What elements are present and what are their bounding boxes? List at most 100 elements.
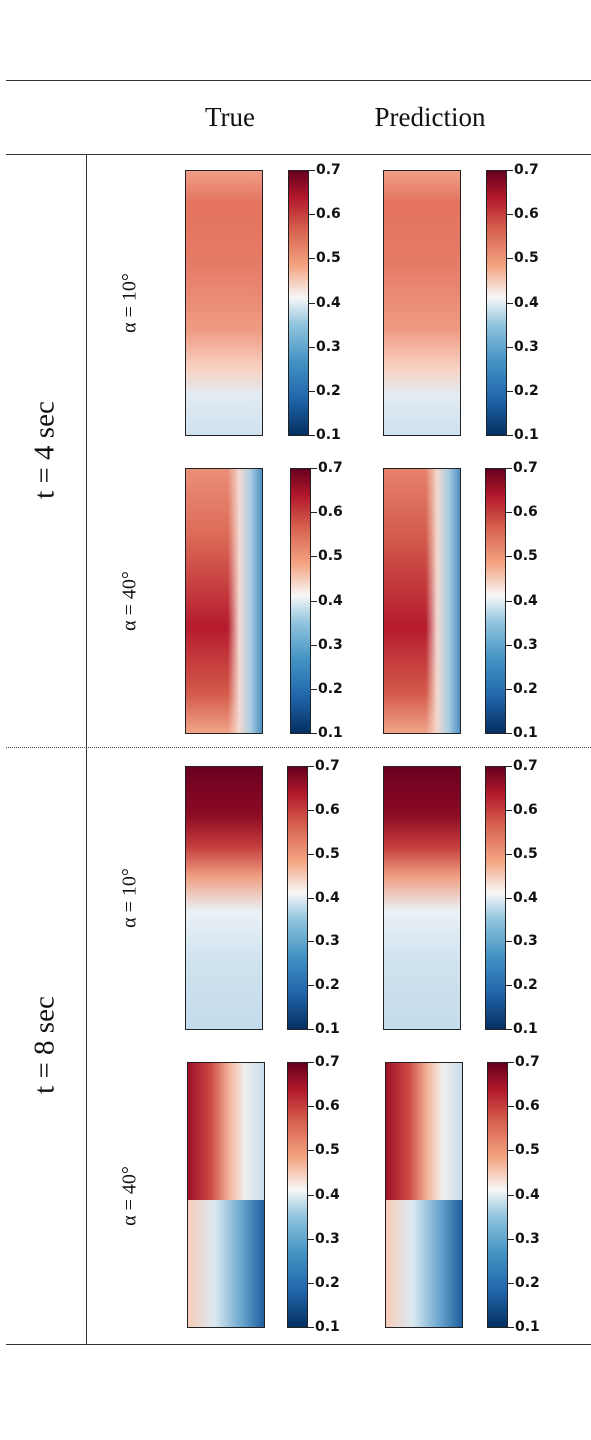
colorbar-tick bbox=[508, 1106, 514, 1108]
colorbar-tick bbox=[309, 258, 315, 260]
colorbar-tick bbox=[508, 1327, 514, 1328]
heatmap-true-t8-alpha40-lower bbox=[187, 1200, 265, 1328]
colorbar-tick-label: 0.7 bbox=[514, 162, 539, 178]
colorbar-tick bbox=[507, 214, 513, 216]
colorbar-tick-label: 0.6 bbox=[318, 504, 343, 521]
column-header-prediction: Prediction bbox=[374, 102, 486, 132]
row-divider-vertical bbox=[86, 154, 87, 1344]
colorbar-tick bbox=[309, 346, 315, 348]
colorbar-tick-label: 0.1 bbox=[513, 725, 538, 741]
colorbar-tick bbox=[311, 512, 317, 514]
heatmap-pred-t4-alpha40 bbox=[383, 468, 461, 734]
colorbar-tick bbox=[506, 468, 512, 469]
colorbar-tick-label: 0.3 bbox=[515, 1230, 540, 1247]
colorbar-tick-label: 0.2 bbox=[315, 1274, 340, 1291]
colorbar-tick bbox=[507, 302, 513, 304]
heatmap-pred-t4-alpha10 bbox=[383, 170, 461, 436]
colorbar-true-t4-alpha10 bbox=[288, 170, 309, 436]
colorbar-tick-label: 0.1 bbox=[514, 427, 539, 443]
colorbar-tick-label: 0.5 bbox=[318, 548, 343, 565]
angle-label-t4-10: α = 10° bbox=[118, 273, 141, 333]
colorbar-tick bbox=[309, 214, 315, 216]
heatmap-pred-t8-alpha10 bbox=[383, 766, 461, 1030]
colorbar-tick bbox=[311, 733, 317, 734]
colorbar-tick-label: 0.3 bbox=[318, 636, 343, 653]
colorbar-tick-label: 0.7 bbox=[315, 758, 340, 774]
colorbar-tick bbox=[308, 1029, 314, 1030]
colorbar-tick bbox=[506, 733, 512, 734]
colorbar-tick-label: 0.4 bbox=[315, 1186, 340, 1203]
colorbar-tick-label: 0.4 bbox=[515, 1186, 540, 1203]
colorbar-tick bbox=[308, 1062, 314, 1063]
colorbar-tick bbox=[308, 1150, 314, 1152]
colorbar-tick bbox=[309, 170, 315, 171]
colorbar-tick-label: 0.4 bbox=[513, 889, 538, 906]
colorbar-tick bbox=[308, 766, 314, 767]
colorbar-pred-t4-alpha10 bbox=[486, 170, 507, 436]
colorbar-tick-label: 0.6 bbox=[514, 206, 539, 223]
colorbar-tick bbox=[506, 985, 512, 987]
colorbar-pred-t8-alpha10 bbox=[485, 766, 506, 1030]
colorbar-tick bbox=[308, 1327, 314, 1328]
colorbar-tick-label: 0.5 bbox=[316, 250, 341, 267]
colorbar-true-t8-alpha40 bbox=[287, 1062, 308, 1328]
heatmap-true-t8-alpha10 bbox=[185, 766, 263, 1030]
colorbar-tick-label: 0.4 bbox=[318, 592, 343, 609]
bottom-rule bbox=[6, 1344, 591, 1345]
colorbar-tick bbox=[506, 556, 512, 558]
colorbar-tick bbox=[311, 556, 317, 558]
colorbar-tick-label: 0.5 bbox=[513, 845, 538, 862]
colorbar-tick bbox=[508, 1194, 514, 1196]
colorbar-true-t4-alpha40 bbox=[290, 468, 311, 734]
colorbar-tick bbox=[309, 302, 315, 304]
colorbar-tick-label: 0.3 bbox=[315, 1230, 340, 1247]
colorbar-tick-label: 0.6 bbox=[316, 206, 341, 223]
colorbar-tick-label: 0.7 bbox=[316, 162, 341, 178]
colorbar-pred-t4-alpha40 bbox=[485, 468, 506, 734]
colorbar-tick bbox=[308, 853, 314, 855]
colorbar-tick bbox=[311, 600, 317, 602]
colorbar-tick bbox=[506, 809, 512, 811]
colorbar-tick bbox=[308, 1106, 314, 1108]
colorbar-tick-label: 0.1 bbox=[315, 1021, 340, 1037]
heatmap-true-t4-alpha40 bbox=[185, 468, 263, 734]
colorbar-tick-label: 0.1 bbox=[318, 725, 343, 741]
colorbar-tick bbox=[308, 1238, 314, 1240]
colorbar-tick-label: 0.7 bbox=[515, 1054, 540, 1070]
colorbar-tick bbox=[309, 390, 315, 392]
colorbar-tick bbox=[308, 985, 314, 987]
colorbar-tick-label: 0.2 bbox=[316, 382, 341, 399]
colorbar-tick-label: 0.6 bbox=[513, 504, 538, 521]
time-separator bbox=[6, 747, 591, 748]
colorbar-tick-label: 0.5 bbox=[315, 845, 340, 862]
colorbar-tick-label: 0.1 bbox=[316, 427, 341, 443]
colorbar-tick-label: 0.3 bbox=[316, 338, 341, 355]
colorbar-tick-label: 0.2 bbox=[514, 382, 539, 399]
colorbar-tick bbox=[311, 688, 317, 690]
angle-label-t8-40: α = 40° bbox=[118, 1166, 141, 1226]
colorbar-tick-label: 0.2 bbox=[513, 680, 538, 697]
colorbar-tick-label: 0.7 bbox=[318, 460, 343, 476]
colorbar-tick bbox=[506, 600, 512, 602]
colorbar-tick bbox=[508, 1238, 514, 1240]
colorbar-tick bbox=[506, 897, 512, 899]
colorbar-tick-label: 0.5 bbox=[513, 548, 538, 565]
colorbar-tick bbox=[507, 170, 513, 171]
colorbar-tick-label: 0.2 bbox=[515, 1274, 540, 1291]
colorbar-tick bbox=[309, 435, 315, 436]
column-header-true: True bbox=[204, 102, 256, 132]
colorbar-tick bbox=[308, 941, 314, 943]
time-label-8sec: t = 8 sec bbox=[28, 996, 61, 1094]
colorbar-tick-label: 0.1 bbox=[515, 1319, 540, 1335]
colorbar-tick-label: 0.4 bbox=[513, 592, 538, 609]
colorbar-tick bbox=[506, 512, 512, 514]
colorbar-tick-label: 0.6 bbox=[315, 801, 340, 818]
colorbar-tick bbox=[506, 644, 512, 646]
colorbar-tick bbox=[507, 346, 513, 348]
colorbar-tick-label: 0.2 bbox=[318, 680, 343, 697]
colorbar-tick bbox=[311, 468, 317, 469]
colorbar-tick bbox=[308, 1194, 314, 1196]
colorbar-tick-label: 0.6 bbox=[315, 1098, 340, 1115]
colorbar-tick-label: 0.4 bbox=[315, 889, 340, 906]
colorbar-tick-label: 0.3 bbox=[513, 636, 538, 653]
